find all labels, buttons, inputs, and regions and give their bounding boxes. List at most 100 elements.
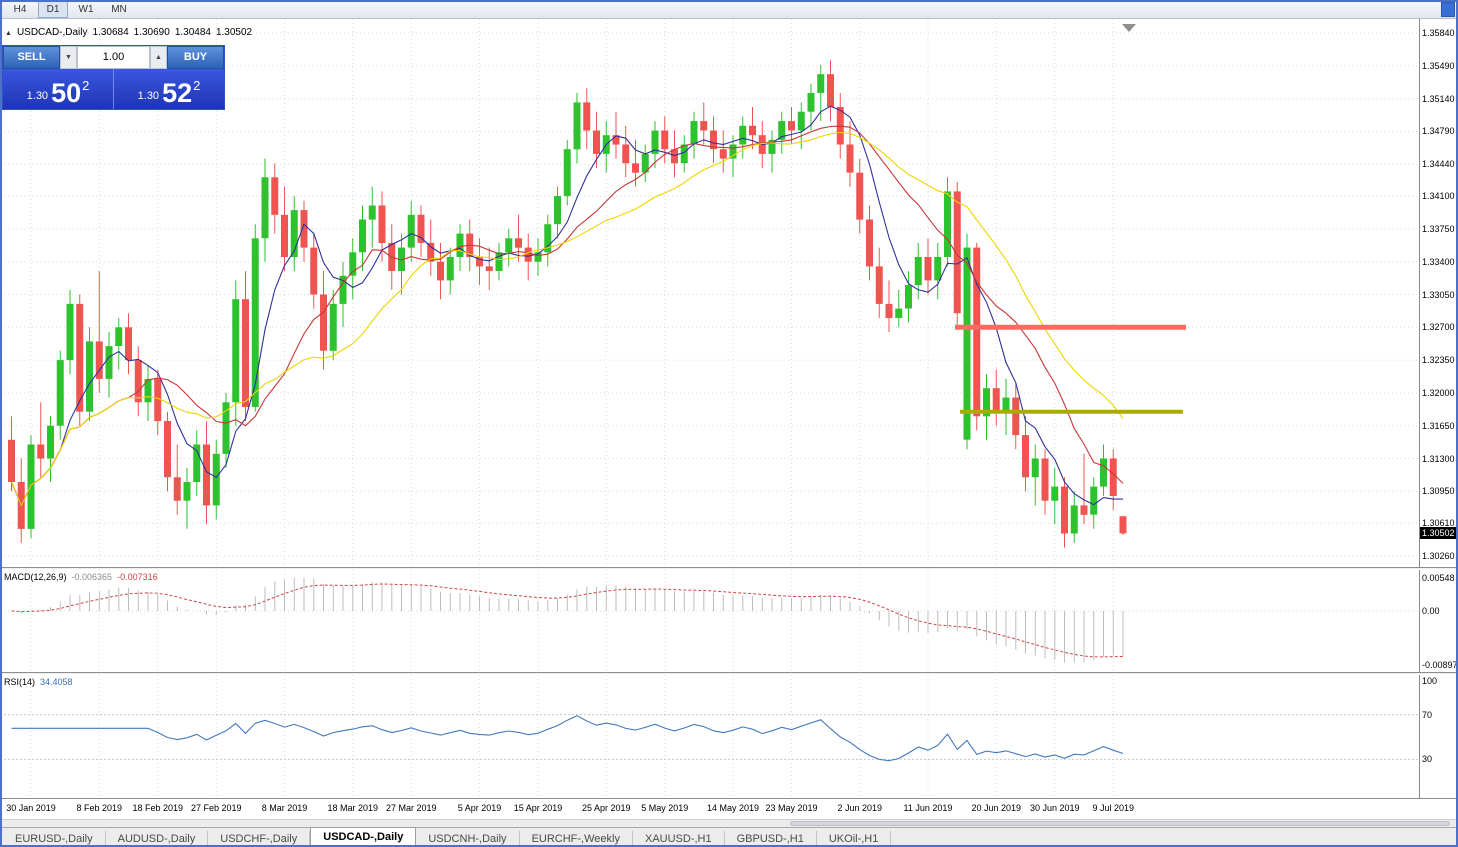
chart-tab-usdchf-daily[interactable]: USDCHF-,Daily [208, 831, 311, 847]
timeframe-buttons: H4 D1 W1 MN [5, 0, 137, 18]
buy-price-big: 52 [162, 78, 193, 108]
date-axis-label: 5 May 2019 [641, 803, 689, 813]
one-click-trading-panel: SELL ▼ 1.00 ▲ BUY 1.30 50 2 1.30 52 2 [2, 45, 225, 110]
date-axis-label: 15 Apr 2019 [513, 803, 563, 813]
panel-splitter[interactable] [0, 567, 1458, 570]
volume-increase-button[interactable]: ▲ [150, 46, 167, 69]
rsi-value: 34.4058 [40, 677, 73, 687]
one-click-row: SELL ▼ 1.00 ▲ BUY [3, 46, 224, 69]
ohlc-low: 1.30484 [174, 27, 211, 38]
axis-label: 1.31300 [1422, 453, 1455, 464]
axis-label: 1.33050 [1422, 289, 1455, 300]
date-axis-label: 25 Apr 2019 [581, 803, 631, 813]
axis-label: 1.31650 [1422, 420, 1455, 431]
chart-title: ▲ USDCAD-,Daily 1.30684 1.30690 1.30484 1.305… [5, 27, 257, 38]
sell-price-sup: 2 [82, 78, 90, 93]
sell-price-small: 1.30 [26, 90, 49, 102]
macd-chart-canvas[interactable] [0, 570, 1419, 672]
buy-button[interactable]: BUY [167, 46, 224, 69]
chart-tab-usdcnh-daily[interactable]: USDCNH-,Daily [416, 831, 520, 847]
chart-shift-marker-icon[interactable] [1122, 24, 1136, 32]
rsi-indicator-pane[interactable]: RSI(14) 34.4058 [0, 675, 1419, 798]
axis-divider [0, 798, 1458, 799]
chevron-up-icon: ▲ [155, 54, 162, 61]
chart-tab-eurusd-daily[interactable]: EURUSD-,Daily [3, 831, 106, 847]
axis-label: -0.00897 [1422, 660, 1458, 670]
date-axis-label: 30 Jun 2019 [1029, 803, 1080, 813]
axis-label: 1.35490 [1422, 60, 1455, 71]
toolbar-corner-decor [1441, 2, 1455, 17]
axis-label: 1.33400 [1422, 256, 1455, 267]
ohlc-close: 1.30502 [215, 27, 253, 38]
date-axis-label: 2 Jun 2019 [837, 803, 883, 813]
chart-tab-eurchf-weekly[interactable]: EURCHF-,Weekly [520, 831, 633, 847]
date-axis-label: 8 Mar 2019 [261, 803, 308, 813]
axis-label: 1.33750 [1422, 223, 1455, 234]
macd-indicator-label: MACD(12,26,9) -0.006365 -0.007316 [4, 572, 158, 582]
candlestick-chart-canvas[interactable] [0, 19, 1419, 567]
price-chart-pane[interactable]: ▲ USDCAD-,Daily 1.30684 1.30690 1.30484 1.305… [0, 19, 1419, 567]
axis-label: 1.30610 [1422, 518, 1455, 529]
axis-label: 70 [1422, 709, 1433, 720]
axis-label: 1.34790 [1422, 126, 1455, 137]
axis-label: 0.00548 [1422, 573, 1455, 583]
axis-label: 1.35140 [1422, 93, 1455, 104]
date-axis-label: 20 Jun 2019 [971, 803, 1022, 813]
chart-tab-xauusd-h1[interactable]: XAUUSD-,H1 [633, 831, 725, 847]
buy-price-display[interactable]: 1.30 52 2 [114, 69, 224, 109]
chart-symbol: USDCAD-,Daily [16, 27, 88, 38]
axis-label: 1.30950 [1422, 486, 1455, 497]
sell-price-display[interactable]: 1.30 50 2 [3, 69, 114, 109]
panel-splitter[interactable] [0, 672, 1458, 675]
date-axis-label: 9 Jul 2019 [1092, 803, 1135, 813]
volume-input[interactable]: 1.00 [77, 46, 150, 69]
axis-label: 1.32000 [1422, 387, 1455, 398]
scrollbar-thumb[interactable] [790, 821, 1450, 826]
ohlc-high: 1.30690 [133, 27, 170, 38]
collapse-one-click-icon[interactable]: ▲ [5, 30, 12, 37]
price-display-row: 1.30 50 2 1.30 52 2 [3, 69, 224, 109]
chart-tab-ukoil-h1[interactable]: UKOil-,H1 [817, 831, 892, 847]
rsi-chart-canvas[interactable] [0, 675, 1419, 798]
ohlc-open: 1.30684 [92, 27, 129, 38]
buy-price-small: 1.30 [137, 90, 160, 102]
macd-name: MACD(12,26,9) [4, 572, 67, 582]
date-axis-label: 27 Mar 2019 [385, 803, 437, 813]
date-axis-label: 11 Jun 2019 [903, 803, 953, 813]
chevron-down-icon: ▼ [65, 54, 72, 61]
date-axis-label: 23 May 2019 [765, 803, 818, 813]
chart-tab-usdcad-daily[interactable]: USDCAD-,Daily [310, 827, 417, 847]
chart-tab-bar: EURUSD-,Daily AUDUSD-,Daily USDCHF-,Daily U… [0, 827, 1458, 847]
axis-label: 100 [1422, 676, 1438, 686]
price-axis: 1.30502 1.35840 1.35490 1.35140 1.34790 1.34… [1419, 19, 1458, 799]
rsi-indicator-label: RSI(14) 34.4058 [4, 677, 73, 687]
macd-main-value: -0.006365 [71, 572, 113, 582]
axis-label: 1.34100 [1422, 191, 1455, 202]
timeframe-button-h4[interactable]: H4 [13, 3, 27, 15]
current-price-tag: 1.30502 [1420, 527, 1458, 540]
macd-indicator-pane[interactable]: MACD(12,26,9) -0.006365 -0.007316 [0, 570, 1419, 672]
date-axis-label: 8 Feb 2019 [76, 803, 123, 813]
sell-button[interactable]: SELL [3, 46, 60, 69]
date-axis-label: 14 May 2019 [706, 803, 760, 813]
timeframe-toolbar: H4 D1 W1 MN [0, 0, 1458, 19]
timeframe-button-d1[interactable]: D1 [38, 0, 68, 18]
chart-tab-audusd-daily[interactable]: AUDUSD-,Daily [106, 831, 209, 847]
timeframe-button-mn[interactable]: MN [111, 3, 127, 15]
volume-decrease-button[interactable]: ▼ [60, 46, 77, 69]
macd-signal-value: -0.007316 [117, 572, 158, 582]
axis-label: 30 [1422, 754, 1433, 765]
date-axis: 30 Jan 2019 8 Feb 2019 18 Feb 2019 27 Feb 2… [0, 799, 1419, 819]
axis-label: 1.32700 [1422, 322, 1455, 333]
sell-price-big: 50 [51, 78, 82, 108]
buy-price-sup: 2 [193, 78, 201, 93]
timeframe-button-w1[interactable]: W1 [78, 3, 94, 15]
rsi-name: RSI(14) [4, 677, 36, 687]
horizontal-scrollbar[interactable] [0, 819, 1458, 827]
date-axis-label: 18 Feb 2019 [132, 803, 184, 813]
date-axis-label: 30 Jan 2019 [6, 803, 56, 813]
axis-label: 1.32350 [1422, 355, 1455, 366]
date-axis-label: 5 Apr 2019 [457, 803, 502, 813]
chart-tab-gbpusd-h1[interactable]: GBPUSD-,H1 [725, 831, 817, 847]
